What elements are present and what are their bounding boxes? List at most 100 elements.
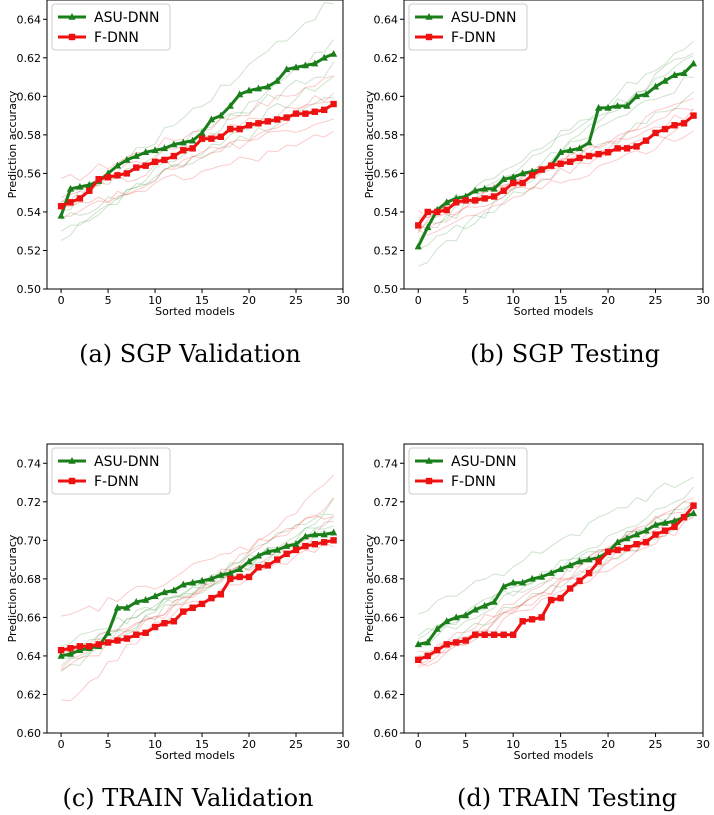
x-tick-label-b: 0 — [415, 294, 422, 307]
point-asu-dnn-a — [236, 90, 244, 98]
point-f-dnn-a — [151, 158, 159, 166]
point-asu-dnn-d — [509, 578, 517, 586]
y-tick-label-d: 0.72 — [374, 496, 399, 509]
point-f-dnn-c — [330, 537, 337, 544]
point-asu-dnn-b — [424, 223, 432, 231]
point-f-dnn-c — [321, 539, 328, 546]
chart-panel-a: 0 5 10 15 20 25 30 0.50 0.52 0.54 0.56 0.58 0.60 0.62… — [0, 0, 357, 407]
x-tick-label-c: 20 — [242, 738, 256, 751]
point-f-dnn-a — [330, 100, 337, 108]
point-f-dnn-b — [415, 222, 422, 229]
point-asu-dnn-a — [170, 140, 178, 148]
point-asu-dnn-c — [207, 574, 216, 582]
point-asu-dnn-a — [113, 161, 122, 169]
chart-c: 0 5 10 15 20 25 30 0.60 0.62 0.64 0.66 0.68 0.70 0.72… — [6, 443, 350, 762]
point-f-dnn-c — [123, 635, 131, 642]
y-axis-label-d: Prediction accuracy — [363, 534, 376, 642]
point-f-dnn-c — [86, 643, 93, 650]
legend-label-asu-dnn-a: ASU-DNN — [94, 10, 160, 26]
point-f-dnn-b — [453, 199, 460, 206]
point-asu-dnn-c — [254, 551, 263, 559]
y-tick-label-d: 0.60 — [374, 727, 399, 740]
point-asu-dnn-c — [179, 580, 187, 588]
point-f-dnn-b — [595, 150, 602, 158]
point-asu-dnn-a — [207, 115, 216, 123]
point-f-dnn-d — [509, 631, 517, 638]
x-tick-label-b: 30 — [696, 294, 710, 307]
y-tick-label-b: 0.58 — [374, 129, 399, 142]
point-asu-dnn-b — [490, 184, 498, 192]
y-tick-label-c: 0.70 — [17, 534, 42, 547]
y-tick-label-d: 0.74 — [374, 457, 399, 470]
point-f-dnn-a — [283, 114, 290, 121]
point-asu-dnn-a — [254, 84, 263, 92]
point-asu-dnn-a — [217, 111, 225, 119]
point-f-dnn-d — [614, 546, 621, 554]
legend-marker-f-dnn-a — [68, 33, 76, 41]
point-asu-dnn-b — [585, 138, 593, 146]
faint-line-red-d — [418, 517, 694, 667]
point-f-dnn-d — [547, 596, 555, 604]
legend-label-asu-dnn-b: ASU-DNN — [451, 10, 517, 26]
y-tick-label-b: 0.56 — [374, 167, 399, 180]
faint-line-red-c — [61, 541, 334, 652]
point-asu-dnn-a — [301, 61, 310, 69]
x-tick-label-a: 10 — [148, 294, 162, 307]
point-asu-dnn-d — [481, 601, 489, 609]
y-tick-label-a: 0.60 — [17, 90, 42, 103]
plot-frame-c — [46, 443, 344, 734]
point-asu-dnn-c — [292, 540, 300, 547]
point-f-dnn-d — [566, 585, 574, 592]
point-f-dnn-d — [434, 646, 441, 654]
y-tick-label-b: 0.50 — [374, 283, 399, 296]
point-f-dnn-c — [67, 645, 74, 652]
point-asu-dnn-b — [670, 71, 679, 78]
point-asu-dnn-a — [66, 184, 75, 192]
point-asu-dnn-d — [471, 605, 479, 613]
x-tick-label-c: 25 — [289, 738, 303, 751]
chart-panel-d: 0 5 10 15 20 25 30 0.60 0.62 0.64 0.66 0.68 0.70 0.72… — [357, 407, 714, 815]
faint-line-red-c — [61, 474, 334, 702]
point-asu-dnn-a — [330, 49, 338, 57]
y-tick-label-b: 0.60 — [374, 90, 399, 103]
point-asu-dnn-b — [594, 103, 603, 111]
faint-line-red-a — [60, 75, 334, 182]
legend-label-asu-dnn-c: ASU-DNN — [94, 454, 160, 470]
point-f-dnn-c — [292, 546, 300, 554]
point-asu-dnn-a — [320, 53, 328, 61]
point-f-dnn-c — [264, 562, 272, 569]
x-tick-label-a: 0 — [58, 294, 65, 307]
x-tick-label-a: 5 — [105, 294, 112, 307]
point-asu-dnn-c — [217, 571, 225, 578]
point-asu-dnn-a — [85, 180, 93, 188]
legend-marker-asu-dnn-d — [425, 457, 433, 464]
x-tick-label-a: 20 — [242, 294, 256, 307]
point-f-dnn-d — [652, 531, 659, 538]
x-tick-label-d: 5 — [462, 738, 469, 751]
point-f-dnn-d — [671, 523, 678, 531]
point-f-dnn-b — [604, 149, 612, 156]
x-tick-label-a: 15 — [195, 294, 209, 307]
point-f-dnn-c — [245, 573, 253, 581]
point-f-dnn-d — [500, 631, 507, 638]
point-f-dnn-b — [614, 145, 621, 152]
y-tick-label-d: 0.64 — [374, 650, 399, 663]
point-asu-dnn-c — [170, 586, 178, 594]
point-f-dnn-a — [67, 199, 74, 206]
y-tick-label-a: 0.58 — [17, 129, 42, 142]
point-f-dnn-b — [509, 179, 517, 187]
point-asu-dnn-a — [123, 155, 131, 163]
point-f-dnn-a — [161, 156, 168, 164]
point-asu-dnn-d — [500, 582, 508, 590]
x-axis-label-b: Sorted models — [514, 305, 594, 318]
point-asu-dnn-b — [500, 175, 508, 182]
point-f-dnn-b — [528, 172, 536, 179]
faint-line-green-b — [418, 52, 694, 267]
faint-line-red-a — [61, 130, 334, 208]
x-tick-label-b: 5 — [462, 294, 469, 307]
point-f-dnn-d — [443, 641, 450, 648]
point-asu-dnn-d — [547, 569, 555, 576]
x-tick-label-c: 30 — [336, 738, 350, 751]
point-asu-dnn-a — [292, 63, 300, 71]
x-tick-label-d: 20 — [601, 738, 615, 751]
